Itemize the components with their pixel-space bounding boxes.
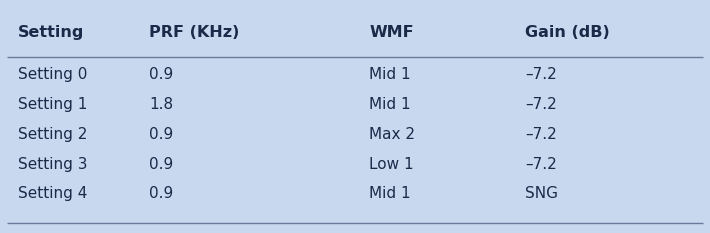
Text: Setting 2: Setting 2 [18, 127, 87, 142]
Text: PRF (KHz): PRF (KHz) [149, 25, 239, 40]
Text: SNG: SNG [525, 186, 558, 201]
Text: 1.8: 1.8 [149, 97, 173, 112]
Text: –7.2: –7.2 [525, 127, 557, 142]
Text: 0.9: 0.9 [149, 186, 173, 201]
Text: Setting 4: Setting 4 [18, 186, 87, 201]
Text: –7.2: –7.2 [525, 157, 557, 171]
Text: Gain (dB): Gain (dB) [525, 25, 610, 40]
Text: 0.9: 0.9 [149, 67, 173, 82]
Text: Mid 1: Mid 1 [369, 186, 411, 201]
Text: Setting 3: Setting 3 [18, 157, 87, 171]
Text: 0.9: 0.9 [149, 157, 173, 171]
Text: Setting 1: Setting 1 [18, 97, 87, 112]
Text: Setting: Setting [18, 25, 84, 40]
Text: –7.2: –7.2 [525, 97, 557, 112]
Text: Low 1: Low 1 [369, 157, 414, 171]
Text: –7.2: –7.2 [525, 67, 557, 82]
Text: Max 2: Max 2 [369, 127, 415, 142]
Text: Setting 0: Setting 0 [18, 67, 87, 82]
Text: Mid 1: Mid 1 [369, 67, 411, 82]
Text: Mid 1: Mid 1 [369, 97, 411, 112]
Text: WMF: WMF [369, 25, 414, 40]
Text: 0.9: 0.9 [149, 127, 173, 142]
